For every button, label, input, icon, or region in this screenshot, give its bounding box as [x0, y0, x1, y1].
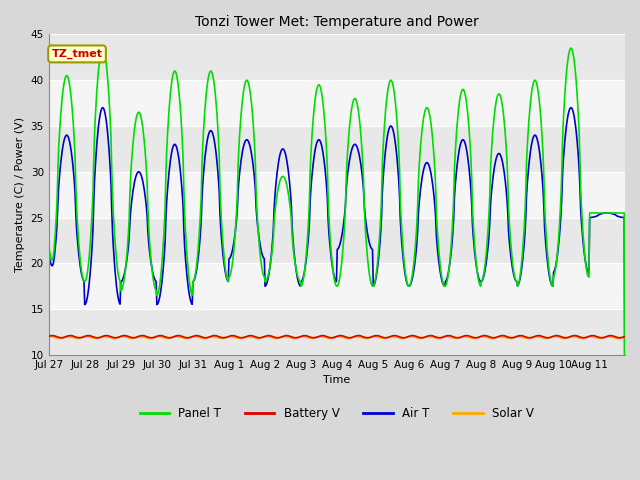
Bar: [49, 35, 625, 80]
Title: Tonzi Tower Met: Temperature and Power: Tonzi Tower Met: Temperature and Power: [195, 15, 479, 29]
Bar: [49, 172, 625, 217]
Bar: [49, 217, 625, 264]
Bar: [49, 309, 625, 355]
Air T: [218, 244, 226, 250]
Panel T: [247, 94, 255, 100]
Panel T: [621, 444, 629, 449]
Battery V: [397, 334, 404, 340]
Air T: [113, 281, 120, 287]
Panel T: [567, 45, 575, 51]
Battery V: [544, 335, 552, 341]
Battery V: [113, 335, 120, 341]
Bar: [49, 264, 625, 309]
Battery V: [218, 335, 226, 341]
Solar V: [218, 336, 226, 341]
Solar V: [113, 336, 120, 341]
Air T: [567, 105, 575, 110]
Text: TZ_tmet: TZ_tmet: [52, 49, 102, 59]
Panel T: [45, 242, 52, 248]
Solar V: [269, 335, 276, 341]
Solar V: [621, 334, 629, 340]
Battery V: [429, 333, 436, 339]
Solar V: [397, 336, 404, 341]
Air T: [397, 217, 404, 223]
Panel T: [397, 198, 404, 204]
Solar V: [429, 335, 436, 340]
Air T: [45, 252, 52, 257]
Air T: [429, 181, 436, 187]
Bar: [49, 80, 625, 126]
Legend: Panel T, Battery V, Air T, Solar V: Panel T, Battery V, Air T, Solar V: [135, 403, 539, 425]
Line: Air T: Air T: [49, 108, 625, 446]
Panel T: [269, 244, 276, 250]
Battery V: [535, 333, 543, 338]
Air T: [621, 444, 629, 449]
Solar V: [588, 334, 595, 339]
Panel T: [429, 136, 436, 142]
Solar V: [596, 336, 604, 341]
Line: Battery V: Battery V: [49, 336, 625, 338]
Panel T: [113, 255, 120, 261]
Line: Solar V: Solar V: [49, 336, 625, 338]
Solar V: [247, 334, 255, 340]
Bar: [49, 126, 625, 172]
Battery V: [269, 334, 276, 339]
Battery V: [45, 334, 52, 339]
Line: Panel T: Panel T: [49, 48, 625, 446]
Panel T: [218, 231, 226, 237]
X-axis label: Time: Time: [323, 375, 351, 385]
Solar V: [45, 334, 52, 340]
Y-axis label: Temperature (C) / Power (V): Temperature (C) / Power (V): [15, 117, 25, 272]
Air T: [269, 238, 276, 243]
Battery V: [247, 333, 255, 338]
Air T: [247, 147, 255, 153]
Battery V: [621, 334, 629, 339]
